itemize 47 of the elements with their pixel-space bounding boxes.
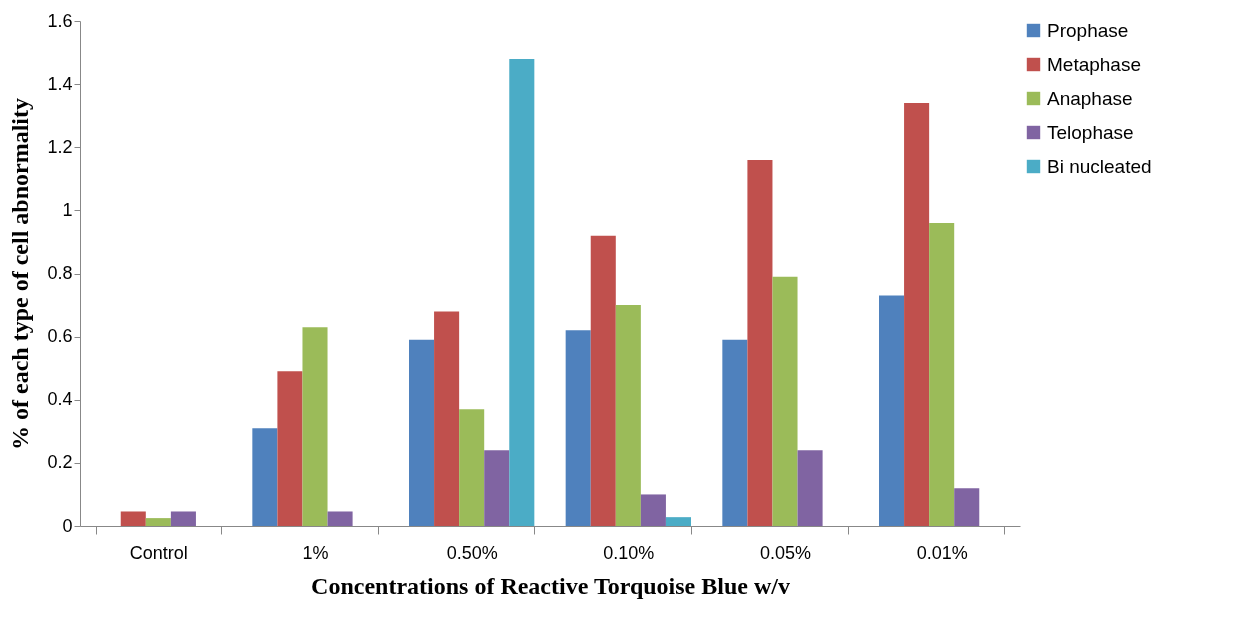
bar <box>484 450 510 526</box>
bar <box>615 305 641 526</box>
bar <box>277 371 303 526</box>
x-tick-label: 0.05% <box>759 542 812 563</box>
bar <box>327 511 353 526</box>
y-tick-label: 0 <box>62 515 73 536</box>
bar <box>879 295 905 526</box>
y-axis-title: % of each type of cell abnormality <box>7 98 34 450</box>
bar <box>409 339 435 526</box>
y-tick-label: 1 <box>62 199 73 220</box>
x-tick-label: Control <box>129 542 188 563</box>
y-tick-label: 0.8 <box>47 263 73 283</box>
y-tick-label: 0.4 <box>47 389 73 410</box>
y-tick-label: 0.2 <box>47 452 73 473</box>
bar <box>797 450 823 526</box>
bar <box>302 327 328 526</box>
x-axis-title: Concentrations of Reactive Torquoise Blue w/v <box>311 572 790 599</box>
x-tick-label: 1% <box>302 542 329 563</box>
y-tick-label: 1.6 <box>47 10 73 31</box>
bar <box>904 103 930 526</box>
bar <box>772 276 798 526</box>
legend-label: Anaphase <box>1047 87 1133 109</box>
bar <box>434 311 460 526</box>
bar <box>170 511 196 526</box>
y-tick-label: 0.6 <box>47 326 73 347</box>
x-tick-label: 0.10% <box>603 542 655 563</box>
bar <box>929 223 955 526</box>
bar <box>459 409 485 526</box>
x-tick-label: 0.50% <box>446 542 498 563</box>
legend-label: Prophase <box>1047 19 1129 41</box>
bar <box>640 494 666 526</box>
bar <box>509 58 535 526</box>
x-tick-label: 0.01% <box>916 542 968 563</box>
legend-label: Metaphase <box>1047 53 1142 75</box>
legend-label: Telophase <box>1047 121 1134 143</box>
legend-label: Bi nucleated <box>1047 155 1152 177</box>
y-tick-label: 1.4 <box>47 73 73 94</box>
bar <box>954 488 980 526</box>
bar <box>252 428 278 526</box>
bar <box>665 517 691 526</box>
bar <box>145 518 171 526</box>
y-tick-label: 1.2 <box>47 136 73 157</box>
bar <box>120 511 146 526</box>
bar <box>565 330 591 526</box>
bar <box>722 339 748 526</box>
bar <box>590 235 616 526</box>
bar <box>747 159 773 526</box>
